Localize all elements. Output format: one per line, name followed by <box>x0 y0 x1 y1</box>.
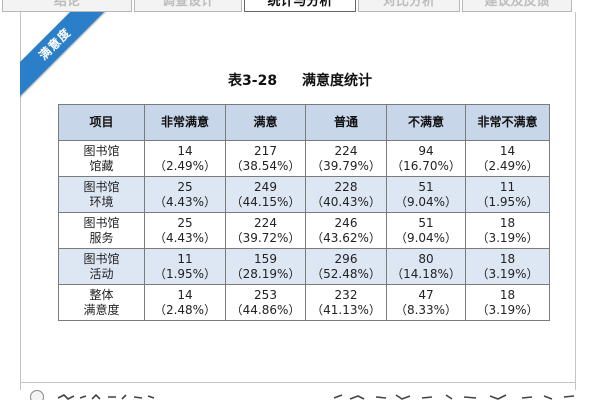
table-cell: 18 （3.19%） <box>465 284 550 321</box>
table-title: 满意度统计 <box>301 73 372 89</box>
row-label: 图书馆 环境 <box>58 176 145 213</box>
table-cell: 18 （3.19%） <box>465 212 550 249</box>
table-caption: 表3-28 满意度统计 <box>0 70 600 90</box>
table-cell: 25 （4.43%） <box>144 212 226 249</box>
tab-conclusion[interactable]: 结论 <box>2 0 132 12</box>
tab-strip: 结论 调查设计 统计与分析 对比分析 建议及反馈 <box>0 0 600 14</box>
ribbon-label: 满意度 <box>20 12 116 106</box>
table-cell: 217 （38.54%） <box>225 140 306 177</box>
footer-handwriting-left <box>57 393 155 400</box>
table-cell: 94 （16.70%） <box>386 140 466 177</box>
table-header-row: 项目 非常满意 满意 普通 不满意 非常不满意 <box>58 104 550 141</box>
table-number: 表3-28 <box>228 73 278 89</box>
table-cell: 18 （3.19%） <box>465 248 550 285</box>
table-cell: 51 （9.04%） <box>386 176 466 213</box>
frame-bottom-rule <box>20 382 576 383</box>
table-cell: 51 （9.04%） <box>386 212 466 249</box>
tab-statistics-analysis[interactable]: 统计与分析 <box>244 0 356 12</box>
footer-logo-icon <box>30 390 44 400</box>
table-row: 图书馆 活动 11 （1.95%） 159 （28.19%） 296 （52.48%） … <box>58 248 550 285</box>
table-cell: 14 （2.49%） <box>465 140 550 177</box>
header-dissatisfied: 不满意 <box>386 104 466 141</box>
satisfaction-table: 项目 非常满意 满意 普通 不满意 非常不满意 图书馆 馆藏 14 （2.49%） … <box>58 104 550 321</box>
table-cell: 296 （52.48%） <box>305 248 387 285</box>
header-very-dissatisfied: 非常不满意 <box>465 104 550 141</box>
table-cell: 224 （39.79%） <box>305 140 387 177</box>
row-label: 图书馆 活动 <box>58 248 145 285</box>
table-cell: 47 （8.33%） <box>386 284 466 321</box>
table-cell: 14 （2.49%） <box>144 140 226 177</box>
tab-comparison[interactable]: 对比分析 <box>358 0 460 12</box>
table-cell: 228 （40.43%） <box>305 176 387 213</box>
footer-handwriting-right <box>333 394 575 400</box>
table-row: 图书馆 馆藏 14 （2.49%） 217 （38.54%） 224 （39.79%） … <box>58 140 550 177</box>
table-cell: 253 （44.86%） <box>225 284 306 321</box>
header-satisfied: 满意 <box>225 104 306 141</box>
table-row: 图书馆 环境 25 （4.43%） 249 （44.15%） 228 （40.43%） … <box>58 176 550 213</box>
table-row: 整体 满意度 14 （2.48%） 253 （44.86%） 232 （41.13%） … <box>58 284 550 321</box>
table-cell: 11 （1.95%） <box>144 248 226 285</box>
table-cell: 224 （39.72%） <box>225 212 306 249</box>
corner-ribbon: 满意度 <box>20 12 116 108</box>
tab-survey-design[interactable]: 调查设计 <box>134 0 242 12</box>
row-label: 整体 满意度 <box>58 284 145 321</box>
header-neutral: 普通 <box>305 104 387 141</box>
table-cell: 249 （44.15%） <box>225 176 306 213</box>
table-cell: 159 （28.19%） <box>225 248 306 285</box>
tab-suggestions-feedback[interactable]: 建议及反馈 <box>462 0 572 12</box>
table-row: 图书馆 服务 25 （4.43%） 224 （39.72%） 246 （43.62%） … <box>58 212 550 249</box>
header-very-satisfied: 非常满意 <box>144 104 226 141</box>
header-item: 项目 <box>58 104 145 141</box>
table-cell: 14 （2.48%） <box>144 284 226 321</box>
row-label: 图书馆 馆藏 <box>58 140 145 177</box>
table-cell: 80 （14.18%） <box>386 248 466 285</box>
table-cell: 246 （43.62%） <box>305 212 387 249</box>
content-frame <box>20 12 576 390</box>
table-cell: 232 （41.13%） <box>305 284 387 321</box>
table-cell: 11 （1.95%） <box>465 176 550 213</box>
row-label: 图书馆 服务 <box>58 212 145 249</box>
table-cell: 25 （4.43%） <box>144 176 226 213</box>
